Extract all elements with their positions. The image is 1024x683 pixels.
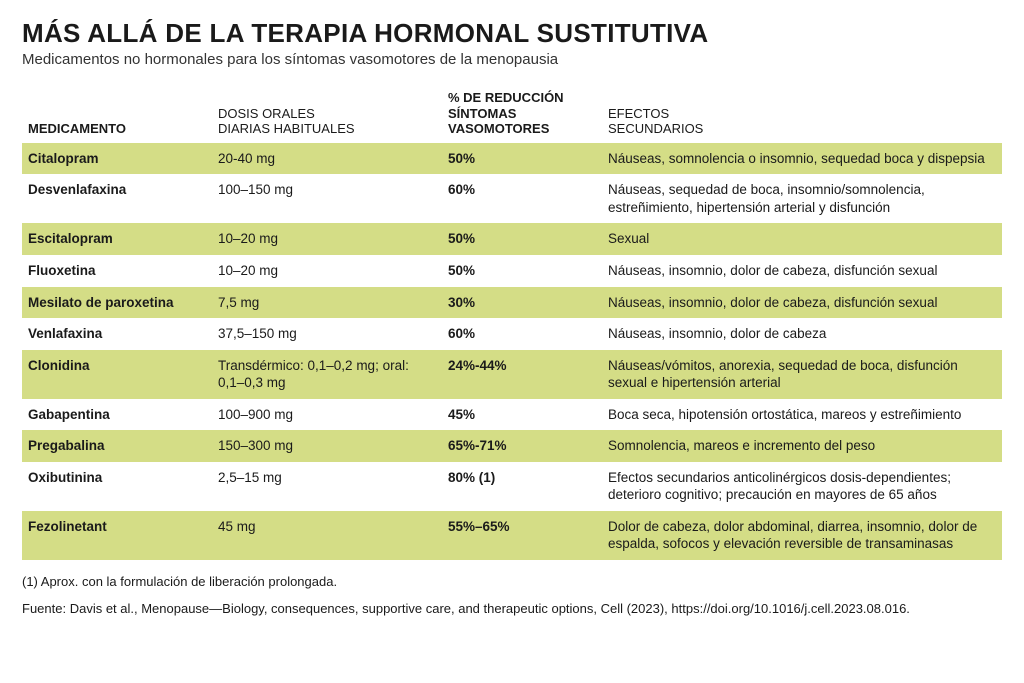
col-header-reduccion: % DE REDUCCIÓN SÍNTOMAS VASOMOTORES <box>442 86 602 143</box>
cell-reduccion: 60% <box>442 318 602 350</box>
cell-dosis: 10–20 mg <box>212 255 442 287</box>
cell-reduccion: 60% <box>442 174 602 223</box>
col-header-dosis: DOSIS ORALES DIARIAS HABITUALES <box>212 86 442 143</box>
col-header-efectos: EFECTOS SECUNDARIOS <box>602 86 1002 143</box>
cell-dosis: 45 mg <box>212 511 442 560</box>
cell-medicamento: Fluoxetina <box>22 255 212 287</box>
cell-reduccion: 24%-44% <box>442 350 602 399</box>
cell-medicamento: Mesilato de paroxetina <box>22 287 212 319</box>
cell-dosis: 7,5 mg <box>212 287 442 319</box>
cell-dosis: 37,5–150 mg <box>212 318 442 350</box>
medication-table: MEDICAMENTO DOSIS ORALES DIARIAS HABITUA… <box>22 86 1002 560</box>
cell-medicamento: Citalopram <box>22 143 212 175</box>
cell-medicamento: Pregabalina <box>22 430 212 462</box>
table-row: Gabapentina100–900 mg45%Boca seca, hipot… <box>22 399 1002 431</box>
cell-reduccion: 55%–65% <box>442 511 602 560</box>
cell-reduccion: 30% <box>442 287 602 319</box>
cell-medicamento: Desvenlafaxina <box>22 174 212 223</box>
table-row: Citalopram20-40 mg50%Náuseas, somnolenci… <box>22 143 1002 175</box>
table-row: Oxibutinina2,5–15 mg80% (1)Efectos secun… <box>22 462 1002 511</box>
cell-dosis: 100–150 mg <box>212 174 442 223</box>
table-row: Escitalopram10–20 mg50%Sexual <box>22 223 1002 255</box>
cell-efectos: Náuseas, insomnio, dolor de cabeza <box>602 318 1002 350</box>
table-row: ClonidinaTransdérmico: 0,1–0,2 mg; oral:… <box>22 350 1002 399</box>
cell-efectos: Somnolencia, mareos e incremento del pes… <box>602 430 1002 462</box>
table-row: Venlafaxina37,5–150 mg60%Náuseas, insomn… <box>22 318 1002 350</box>
cell-reduccion: 45% <box>442 399 602 431</box>
table-row: Fluoxetina10–20 mg50%Náuseas, insomnio, … <box>22 255 1002 287</box>
cell-dosis: 20-40 mg <box>212 143 442 175</box>
cell-efectos: Dolor de cabeza, dolor abdominal, diarre… <box>602 511 1002 560</box>
cell-dosis: Transdérmico: 0,1–0,2 mg; oral: 0,1–0,3 … <box>212 350 442 399</box>
cell-medicamento: Gabapentina <box>22 399 212 431</box>
cell-medicamento: Escitalopram <box>22 223 212 255</box>
cell-efectos: Náuseas, insomnio, dolor de cabeza, disf… <box>602 255 1002 287</box>
cell-medicamento: Oxibutinina <box>22 462 212 511</box>
cell-efectos: Efectos secundarios anticolinérgicos dos… <box>602 462 1002 511</box>
page-subtitle: Medicamentos no hormonales para los sínt… <box>22 51 1002 68</box>
cell-medicamento: Fezolinetant <box>22 511 212 560</box>
table-row: Pregabalina150–300 mg65%-71%Somnolencia,… <box>22 430 1002 462</box>
table-row: Desvenlafaxina100–150 mg60%Náuseas, sequ… <box>22 174 1002 223</box>
cell-reduccion: 50% <box>442 143 602 175</box>
cell-reduccion: 65%-71% <box>442 430 602 462</box>
footnote: (1) Aprox. con la formulación de liberac… <box>22 574 1002 589</box>
cell-medicamento: Clonidina <box>22 350 212 399</box>
cell-dosis: 10–20 mg <box>212 223 442 255</box>
cell-efectos: Sexual <box>602 223 1002 255</box>
cell-medicamento: Venlafaxina <box>22 318 212 350</box>
cell-dosis: 2,5–15 mg <box>212 462 442 511</box>
cell-dosis: 150–300 mg <box>212 430 442 462</box>
table-body: Citalopram20-40 mg50%Náuseas, somnolenci… <box>22 143 1002 560</box>
cell-efectos: Boca seca, hipotensión ortostática, mare… <box>602 399 1002 431</box>
cell-efectos: Náuseas, somnolencia o insomnio, sequeda… <box>602 143 1002 175</box>
table-row: Fezolinetant 45 mg55%–65%Dolor de cabeza… <box>22 511 1002 560</box>
page-title: MÁS ALLÁ DE LA TERAPIA HORMONAL SUSTITUT… <box>22 18 1002 49</box>
cell-efectos: Náuseas/vómitos, anorexia, sequedad de b… <box>602 350 1002 399</box>
cell-reduccion: 50% <box>442 223 602 255</box>
table-row: Mesilato de paroxetina7,5 mg30%Náuseas, … <box>22 287 1002 319</box>
cell-efectos: Náuseas, insomnio, dolor de cabeza, disf… <box>602 287 1002 319</box>
table-header-row: MEDICAMENTO DOSIS ORALES DIARIAS HABITUA… <box>22 86 1002 143</box>
col-header-medicamento: MEDICAMENTO <box>22 86 212 143</box>
cell-efectos: Náuseas, sequedad de boca, insomnio/somn… <box>602 174 1002 223</box>
cell-reduccion: 80% (1) <box>442 462 602 511</box>
cell-reduccion: 50% <box>442 255 602 287</box>
cell-dosis: 100–900 mg <box>212 399 442 431</box>
source-citation: Fuente: Davis et al., Menopause—Biology,… <box>22 601 1002 616</box>
